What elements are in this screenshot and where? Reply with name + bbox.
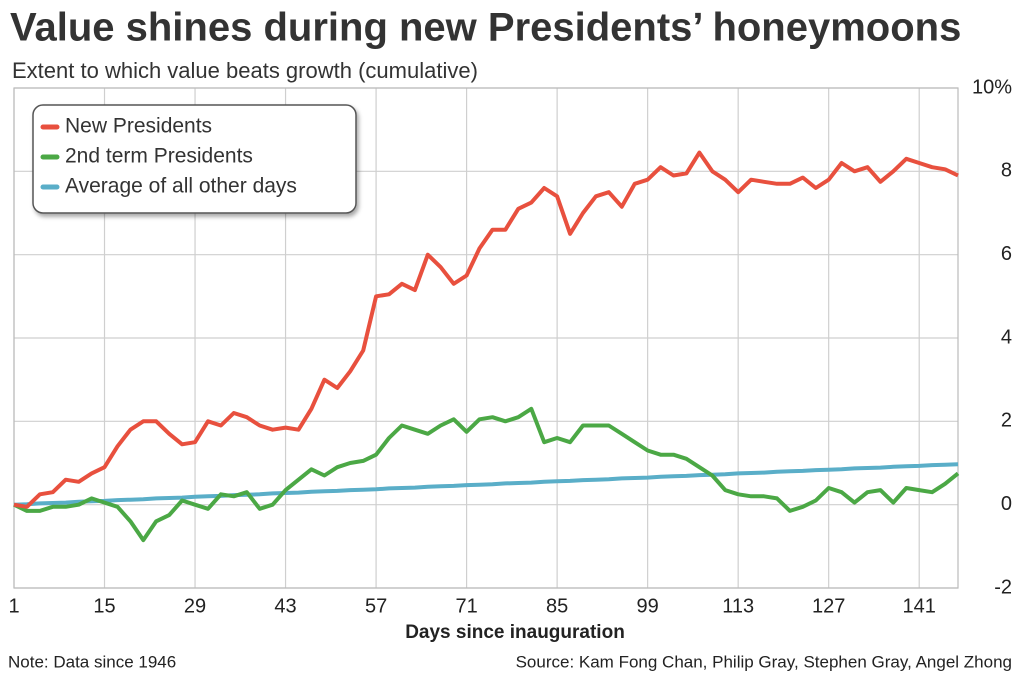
series-line [13, 150, 959, 509]
x-tick-label: 85 [546, 595, 568, 617]
source: Source: Kam Fong Chan, Philip Gray, Step… [516, 652, 1012, 671]
x-tick-label: 29 [184, 595, 206, 617]
x-tick-label: 57 [365, 595, 387, 617]
x-tick-label: 113 [722, 595, 754, 617]
legend-label: 2nd term Presidents [65, 145, 253, 168]
lines [13, 150, 960, 543]
y-tick-label: 6 [1001, 243, 1012, 265]
legend-box [32, 104, 357, 214]
chart-title: Value shines during new Presidents’ hone… [10, 6, 961, 50]
chart-subtitle: Extent to which value beats growth (cumu… [12, 58, 478, 83]
x-tick-label: 15 [93, 595, 115, 617]
x-tick-label: 71 [455, 595, 477, 617]
y-tick-label: -2 [994, 576, 1012, 598]
legend: New Presidents 2nd term Presidents Average… [32, 104, 357, 214]
legend-label: Average of all other days [65, 175, 297, 198]
x-tick-label: 1 [8, 595, 19, 617]
note: Note: Data since 1946 [8, 652, 176, 671]
x-axis-label: Days since inauguration [405, 622, 625, 643]
x-tick-label: 141 [903, 595, 936, 617]
y-tick-label: 0 [1001, 493, 1012, 515]
y-tick-label: 4 [1001, 326, 1012, 348]
x-tick-label: 99 [637, 595, 659, 617]
legend-label: New Presidents [65, 115, 212, 138]
series-line [13, 406, 960, 543]
y-tick-label: 2 [1001, 410, 1012, 432]
series-line [13, 462, 959, 507]
x-tick-label: 43 [274, 595, 296, 617]
plot-border [13, 87, 959, 589]
x-tick-label: 127 [812, 595, 845, 617]
y-tick-label: 8 [1001, 160, 1012, 182]
y-tick-label: 10% [972, 76, 1012, 98]
